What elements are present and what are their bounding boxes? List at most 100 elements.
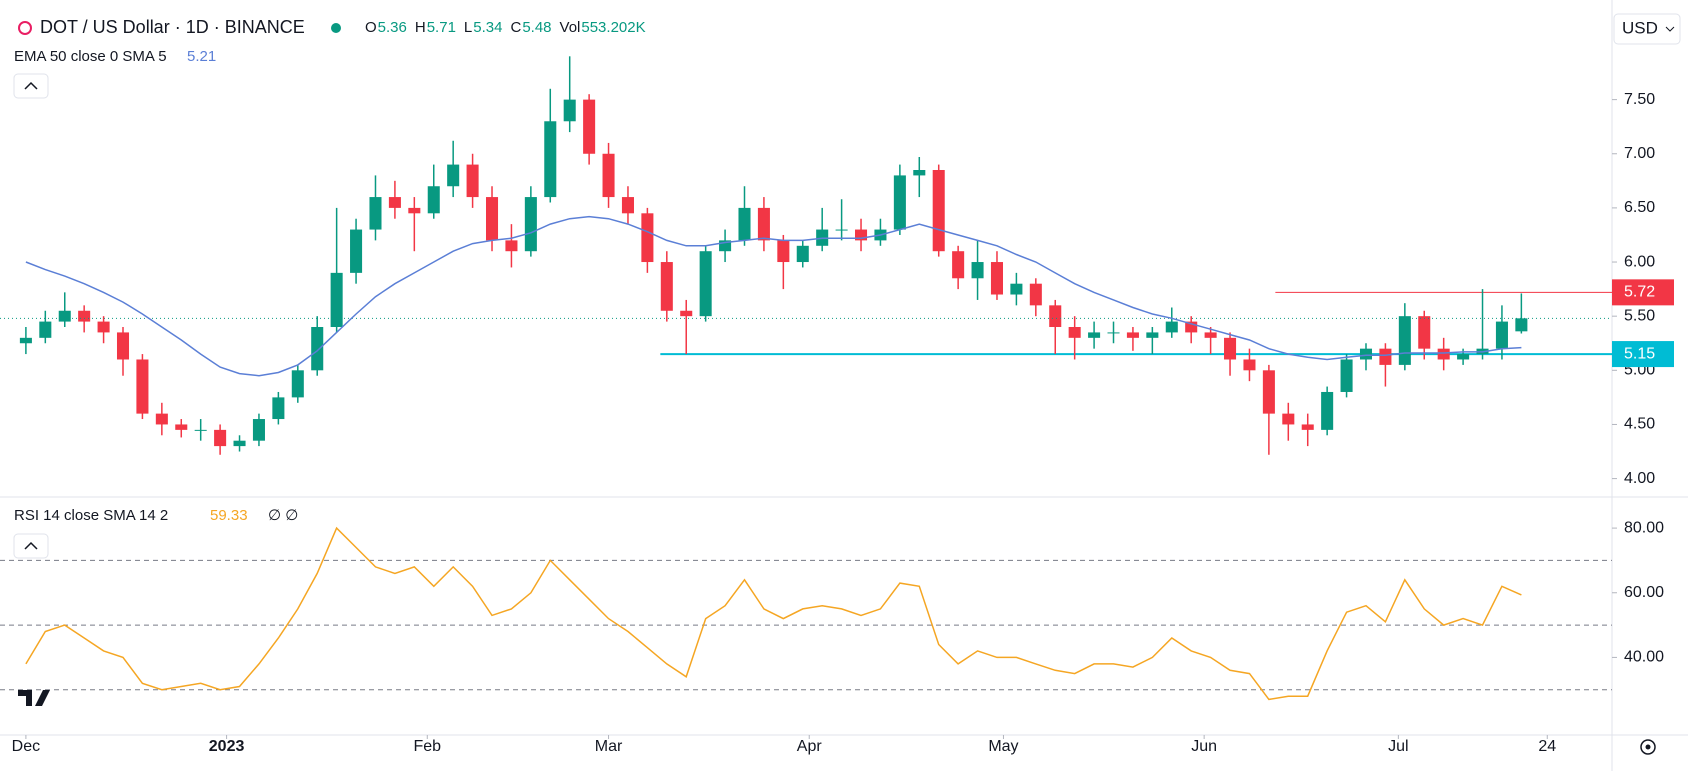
candle-body	[505, 240, 518, 252]
settings-icon[interactable]	[1640, 739, 1656, 755]
candle-body	[1107, 332, 1120, 334]
x-tick-label: Jul	[1388, 738, 1408, 755]
candle-body	[1515, 318, 1528, 332]
candle-body	[835, 229, 848, 231]
candle-body	[1398, 316, 1411, 365]
candle-body	[78, 310, 91, 322]
candle-body	[291, 370, 304, 398]
level-label: 5.15	[1624, 345, 1655, 362]
rsi-y-tick-label: 80.00	[1624, 519, 1664, 536]
collapse-button[interactable]	[13, 533, 49, 559]
level-label-bg	[1612, 279, 1674, 306]
candle-body	[1204, 332, 1217, 338]
chart-title: DOT / US Dollar · 1D · BINANCE	[40, 17, 305, 37]
ema-value: 5.21	[187, 48, 216, 65]
ohlc-value: 5.48	[522, 19, 551, 36]
ohlc-key: L	[464, 19, 472, 36]
x-tick-label: 2023	[209, 738, 245, 755]
candle-body	[602, 153, 615, 198]
candle-body	[369, 197, 382, 230]
x-tick-label: Feb	[413, 738, 441, 755]
candle-body	[1010, 283, 1023, 295]
level-label-bg	[1612, 341, 1674, 368]
candle-body	[1379, 348, 1392, 365]
candle-body	[1224, 337, 1237, 360]
candle-body	[1321, 391, 1334, 430]
collapse-icon	[24, 81, 38, 90]
ohlc-value: 5.36	[378, 19, 407, 36]
x-tick-label: 24	[1538, 738, 1556, 755]
candle-body	[544, 121, 557, 198]
plot-area: 4.004.505.005.506.006.507.007.5040.0060.…	[0, 56, 1674, 755]
candle-body	[311, 327, 324, 371]
candle-body	[524, 197, 537, 252]
candle-body	[1049, 305, 1062, 328]
ohlc-legend: O 5.36 H 5.71 L 5.34 C 5.48 Vol 553.202K	[365, 19, 646, 36]
candle-body	[1088, 332, 1101, 338]
candle-body	[330, 272, 343, 328]
candle-body	[719, 240, 732, 252]
candle-body	[214, 429, 227, 447]
rsi-extra: ∅ ∅	[268, 507, 298, 524]
candle-body	[1495, 321, 1508, 349]
x-tick-label: May	[988, 738, 1018, 755]
candle-body	[175, 424, 188, 430]
candle-body	[116, 332, 130, 360]
y-tick-label: 7.50	[1624, 91, 1655, 108]
candle-body	[194, 429, 207, 431]
dropdown-icon	[1665, 26, 1675, 32]
candle-body	[408, 207, 421, 214]
currency-button[interactable]	[1613, 13, 1681, 45]
candle-body	[19, 337, 32, 344]
candle-body	[1437, 348, 1450, 360]
candle-body	[796, 245, 809, 263]
y-tick-label: 4.00	[1624, 470, 1655, 487]
candle-body	[155, 413, 168, 425]
candle-body	[1340, 359, 1353, 392]
candle-body	[1146, 332, 1159, 338]
candle-body	[583, 99, 596, 154]
candle-body	[913, 169, 926, 176]
volume-key: Vol	[560, 19, 581, 36]
ema-label: EMA 50 close 0 SMA 5	[14, 48, 167, 65]
volume-value: 553.202K	[581, 19, 645, 36]
candle-body	[1243, 359, 1256, 371]
ohlc-value: 5.34	[473, 19, 502, 36]
candle-body	[699, 251, 712, 317]
ohlc-key: C	[510, 19, 521, 36]
settings-icon-dot	[1645, 744, 1651, 750]
candle-body	[1262, 370, 1275, 414]
candle-body	[388, 197, 401, 208]
candle-body	[680, 310, 693, 317]
ema-line	[25, 215, 1522, 377]
candle-body	[621, 197, 634, 214]
candle-body	[932, 169, 945, 252]
candle-body	[563, 99, 576, 122]
candle-body	[855, 229, 868, 241]
candle-body	[1126, 332, 1139, 338]
candle-body	[641, 213, 654, 263]
y-tick-label: 7.00	[1624, 145, 1655, 162]
collapse-button[interactable]	[13, 73, 49, 99]
market-status	[331, 23, 341, 33]
candle-body	[485, 197, 499, 241]
x-tick-label: Dec	[12, 738, 40, 755]
candle-body	[777, 240, 790, 263]
ohlc-value: 5.71	[427, 19, 456, 36]
candle-body	[1359, 348, 1373, 360]
candle-body	[1068, 327, 1081, 338]
candle-body	[97, 321, 110, 333]
candle-body	[233, 440, 246, 447]
logo	[18, 690, 50, 706]
currency: USD	[1622, 18, 1658, 37]
rsi-value: 59.33	[210, 507, 248, 524]
symbol-icon	[18, 21, 32, 35]
rsi-y-tick-label: 40.00	[1624, 649, 1664, 666]
candle-body	[1282, 413, 1295, 425]
rsi-line	[25, 526, 1522, 701]
collapse-icon	[24, 541, 38, 550]
candle-body	[757, 207, 770, 241]
candle-body	[893, 175, 906, 230]
y-tick-label: 6.50	[1624, 199, 1655, 216]
